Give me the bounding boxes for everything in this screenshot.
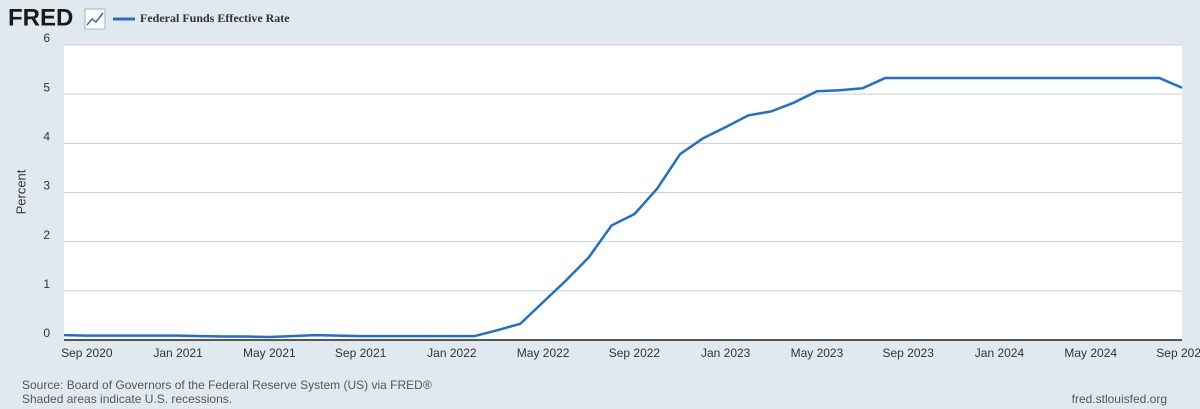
x-tick-label: Sep 2020 — [61, 346, 113, 360]
y-tick-label: 5 — [43, 80, 50, 94]
x-tick-label: Sep 2023 — [883, 346, 935, 360]
y-tick-label: 1 — [43, 277, 50, 291]
x-tick-label: May 2024 — [1064, 346, 1117, 360]
x-tick-label: Sep 2024 — [1156, 346, 1200, 360]
x-tick-label: May 2021 — [243, 346, 296, 360]
x-tick-label: May 2023 — [791, 346, 844, 360]
series-line — [63, 76, 1183, 339]
source: Source: Board of Governors of the Federa… — [22, 378, 432, 392]
x-tick-label: Jan 2021 — [153, 346, 203, 360]
y-tick-label: 6 — [43, 31, 50, 45]
x-tick-label: Sep 2022 — [609, 346, 661, 360]
y-tick-label: 0 — [43, 326, 50, 340]
x-tick-label: May 2022 — [517, 346, 570, 360]
logo-icon — [84, 8, 106, 30]
x-tick-label: Sep 2021 — [335, 346, 387, 360]
credit: fred.stlouisfed.org — [1072, 392, 1167, 406]
legend-label: Federal Funds Effective Rate — [140, 11, 290, 25]
y-tick-label: 4 — [43, 130, 50, 144]
x-tick-label: Jan 2022 — [427, 346, 477, 360]
logo: FRED — [8, 4, 73, 31]
x-tick-label: Jan 2023 — [701, 346, 751, 360]
y-tick-label: 2 — [43, 228, 50, 242]
note: Shaded areas indicate U.S. recessions. — [22, 392, 232, 406]
y-tick-label: 3 — [43, 179, 50, 193]
x-tick-label: Jan 2024 — [975, 346, 1025, 360]
y-axis-label: Percent — [13, 169, 28, 214]
